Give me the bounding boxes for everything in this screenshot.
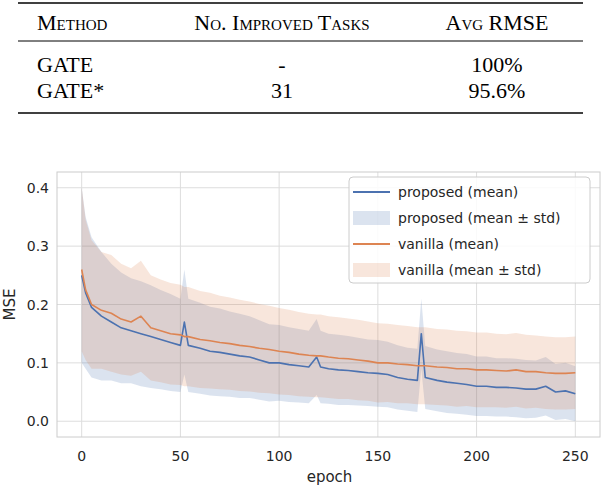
x-tick-label: 200	[463, 448, 490, 464]
plot-data	[82, 188, 576, 421]
y-axis-label: MSE	[1, 289, 19, 321]
table-cell: -	[278, 52, 285, 77]
legend-band-swatch	[353, 211, 390, 225]
std-band	[82, 188, 576, 410]
y-tick-label: 0.0	[27, 413, 49, 429]
legend-band-swatch	[353, 263, 390, 277]
results-table: Method No. Improved Tasks Avg RMSE GATE - 100…	[18, 3, 583, 113]
legend-line-swatch	[353, 191, 390, 193]
x-tick-label: 150	[364, 448, 391, 464]
legend-label: proposed (mean ± std)	[398, 210, 561, 226]
table-cell: 31	[271, 78, 293, 103]
legend: proposed (mean) proposed (mean ± std) vani…	[349, 177, 590, 283]
x-axis-label: epoch	[307, 468, 353, 486]
y-grid	[57, 421, 600, 422]
x-tick-label: 100	[266, 448, 293, 464]
table-header: No. Improved Tasks	[194, 10, 369, 35]
table-cell: 95.6%	[469, 78, 526, 103]
chart: 0 50 100 150 200 250 0.0 0.1 0.2 0.3 0.4 epoch MSE pr…	[1, 172, 600, 486]
legend-label: vanilla (mean)	[398, 236, 499, 252]
legend-line-swatch	[353, 243, 390, 245]
table-cell: 100%	[471, 52, 522, 77]
std-band	[82, 188, 576, 421]
plot-background	[57, 172, 600, 437]
legend-label: proposed (mean)	[398, 184, 518, 200]
bottom-rule	[18, 112, 583, 114]
table-header: Avg RMSE	[446, 10, 549, 35]
mid-rule	[18, 41, 583, 42]
y-tick-label: 0.3	[27, 238, 49, 254]
mean-line	[82, 275, 576, 394]
table-cell: GATE	[37, 52, 93, 77]
legend-box	[349, 177, 590, 283]
y-tick-label: 0.4	[27, 180, 49, 196]
legend-label: vanilla (mean ± std)	[398, 262, 541, 278]
mean-line	[82, 269, 576, 373]
table-cell: GATE*	[37, 78, 104, 103]
y-tick-label: 0.1	[27, 355, 49, 371]
y-tick-label: 0.2	[27, 297, 49, 313]
x-tick-label: 0	[77, 448, 86, 464]
plot-frame	[57, 172, 600, 437]
x-tick-label: 50	[171, 448, 189, 464]
table-header: Method	[37, 10, 108, 35]
x-tick-label: 250	[562, 448, 589, 464]
figure: Method No. Improved Tasks Avg RMSE GATE - 100…	[0, 0, 602, 488]
top-rule	[18, 2, 583, 4]
